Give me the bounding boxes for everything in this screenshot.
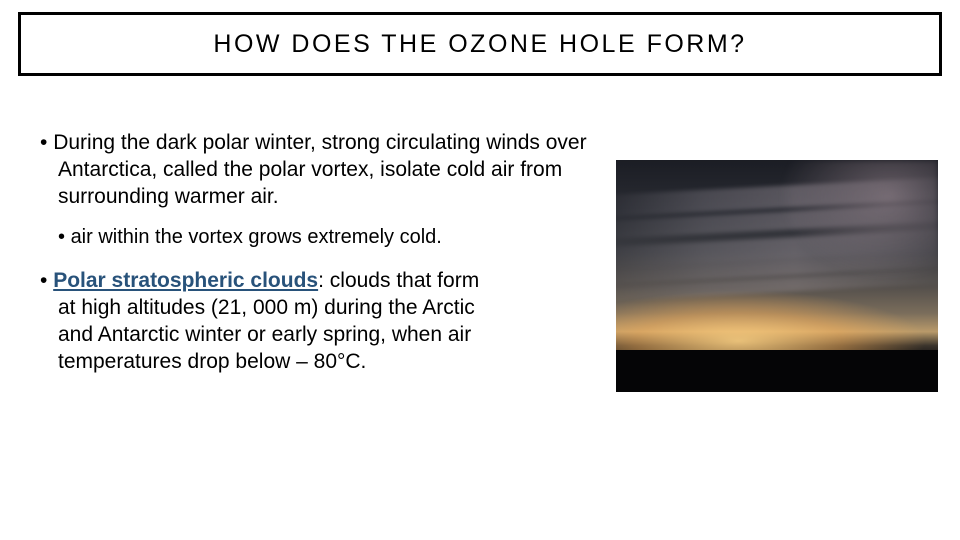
body-text-area: During the dark polar winter, strong cir… <box>40 130 610 390</box>
slide-title: HOW DOES THE OZONE HOLE FORM? <box>213 30 746 59</box>
slide: HOW DOES THE OZONE HOLE FORM? During the… <box>0 0 960 540</box>
title-box: HOW DOES THE OZONE HOLE FORM? <box>18 12 942 76</box>
bullet-1: During the dark polar winter, strong cir… <box>40 130 610 211</box>
pink-tint <box>778 160 938 280</box>
clouds-image <box>616 160 938 392</box>
bullet-2: Polar stratospheric clouds: clouds that … <box>40 268 500 376</box>
term-polar-stratospheric-clouds: Polar stratospheric clouds <box>53 269 318 292</box>
bullet-1a: air within the vortex grows extremely co… <box>40 225 610 251</box>
horizon <box>616 350 938 392</box>
